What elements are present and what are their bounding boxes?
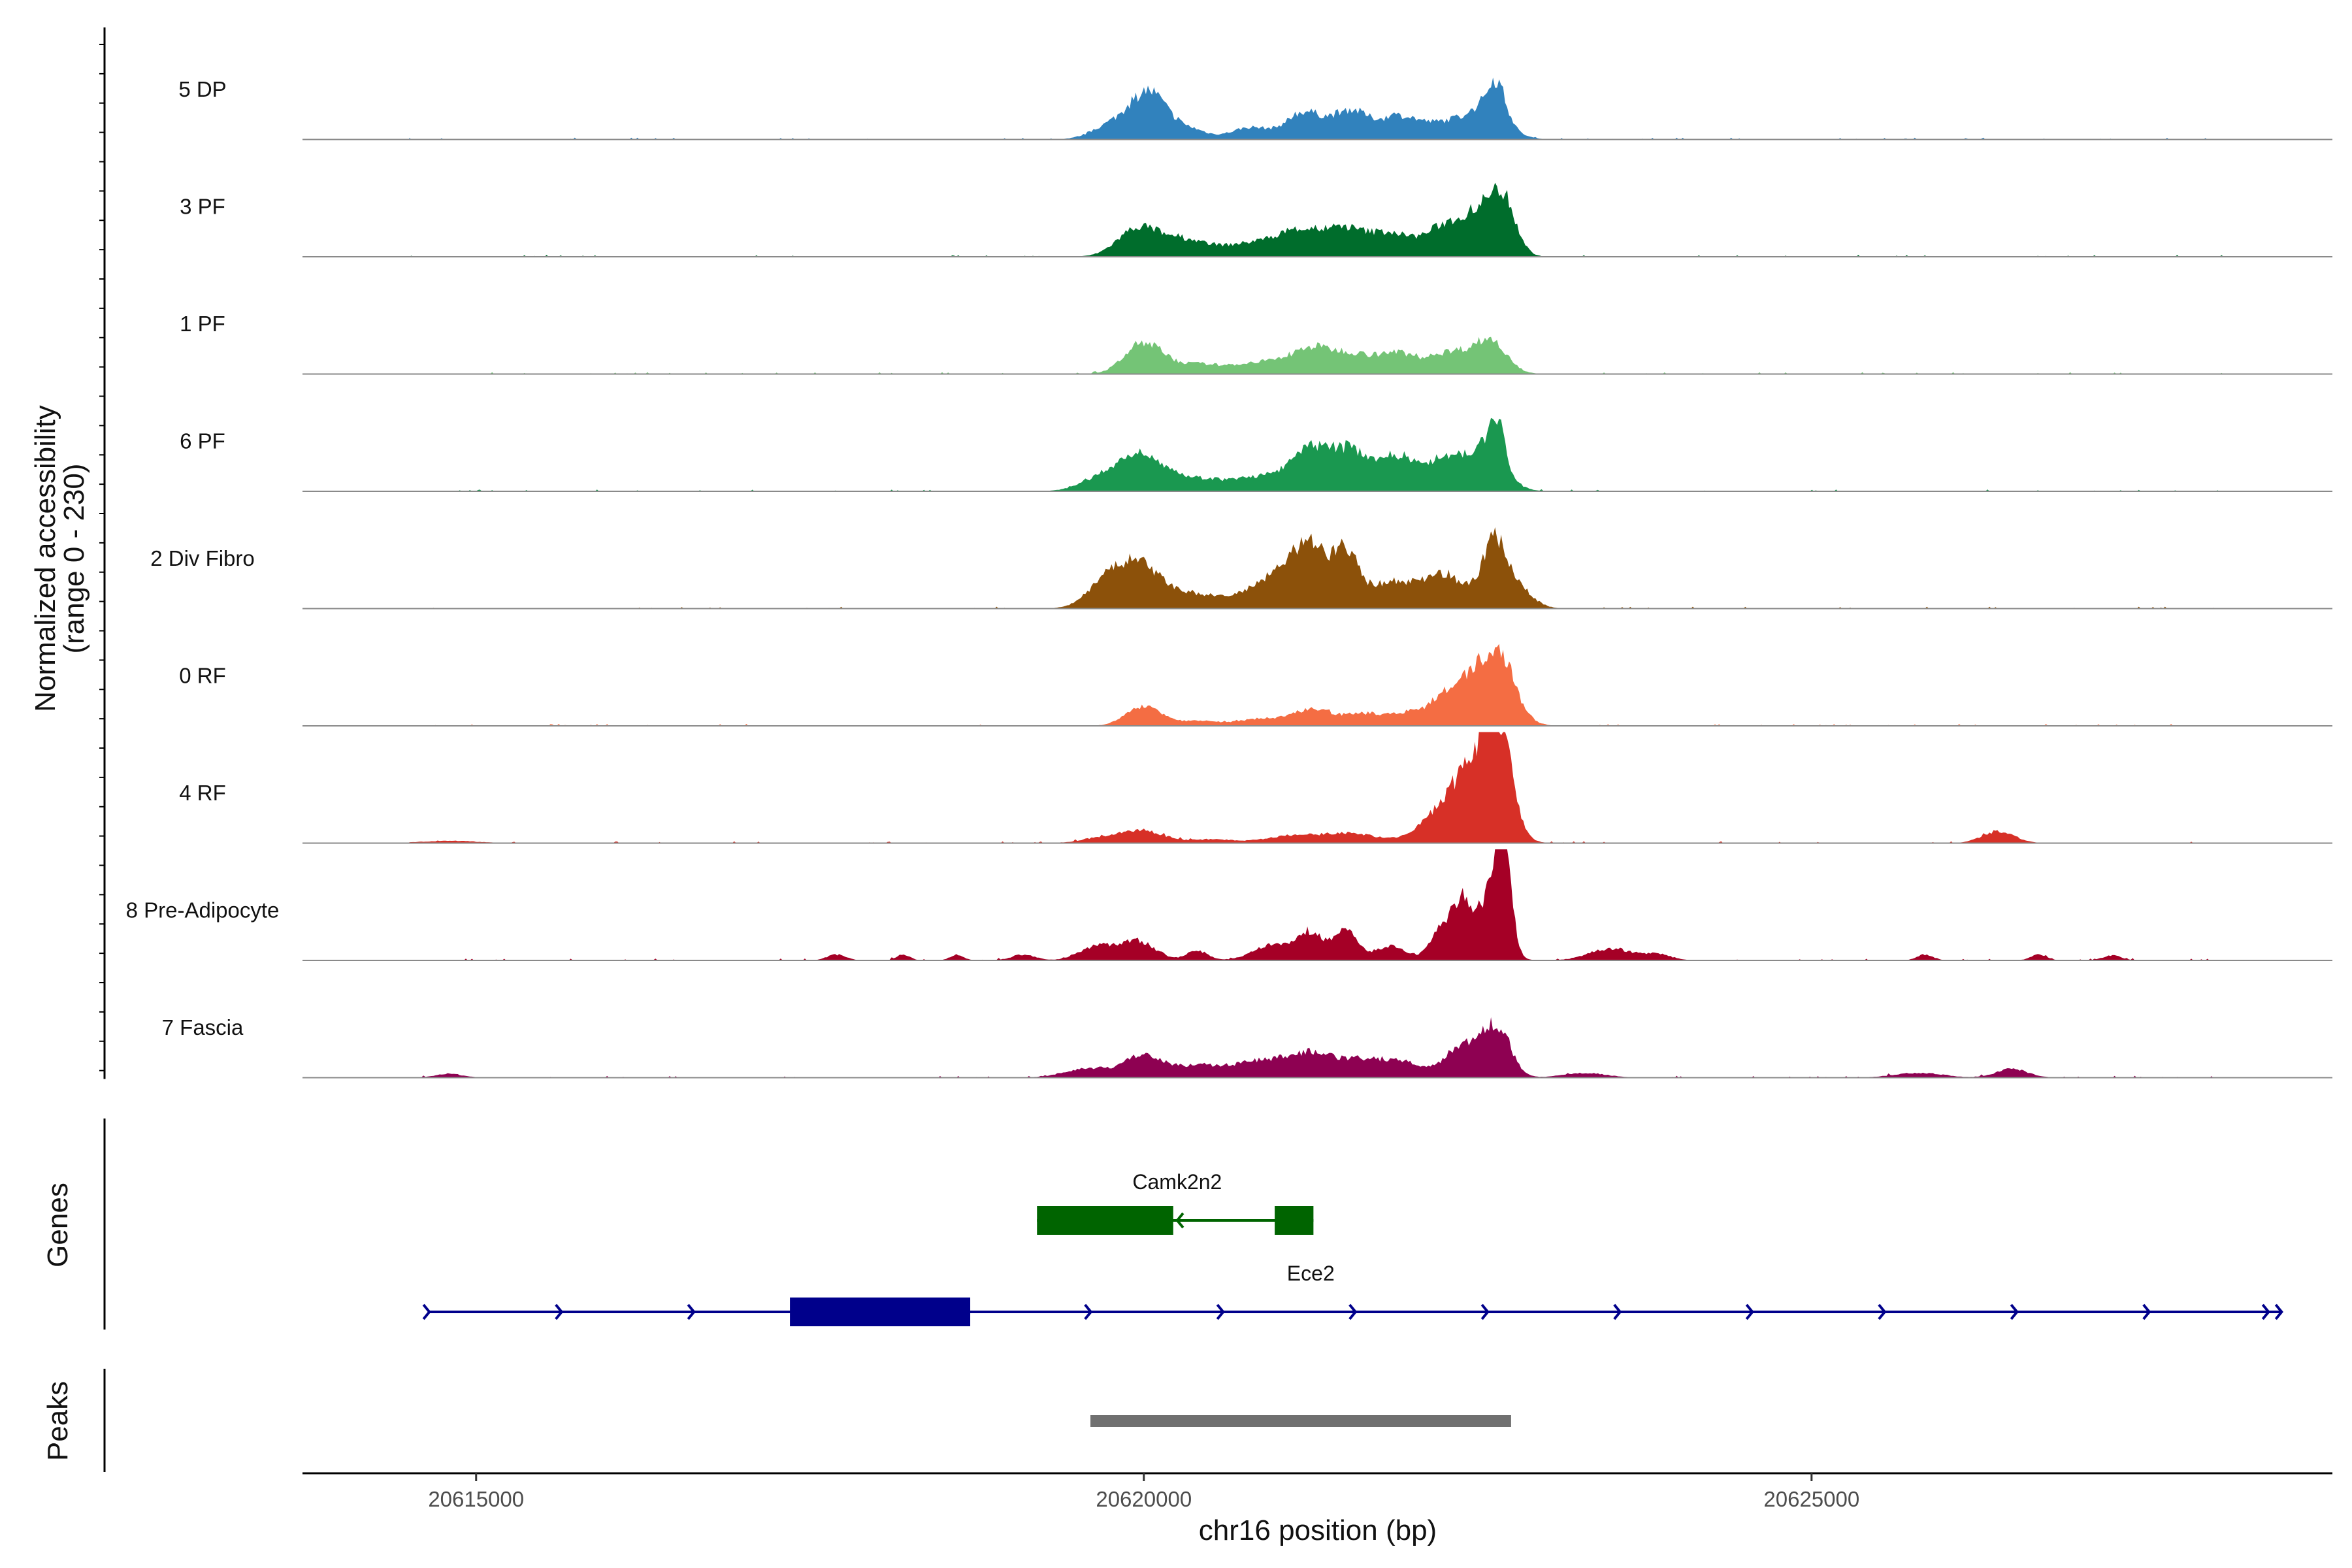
gene-exon: [1275, 1206, 1314, 1235]
track-label: 0 RF: [179, 664, 226, 688]
x-axis: 20615000 20620000 20625000: [302, 1472, 2332, 1511]
track-label: 5 DP: [178, 77, 226, 101]
x-axis-title: chr16 position (bp): [1199, 1514, 1437, 1546]
strand-arrow: [1613, 1303, 1622, 1320]
coverage-area: [409, 336, 2226, 374]
track-label: 8 Pre-Adipocyte: [126, 898, 280, 923]
coverage-area: [409, 182, 2226, 257]
coverage-area: [409, 77, 2226, 140]
coverage-area: [409, 527, 2226, 609]
coverage-area: [409, 732, 2226, 843]
strand-arrow: [422, 1303, 431, 1320]
track-3-pf: [302, 182, 2332, 257]
coverage-area: [409, 1017, 2226, 1078]
strand-arrow: [2261, 1303, 2270, 1320]
track-label: 4 RF: [179, 781, 226, 805]
strand-arrow: [1216, 1303, 1225, 1320]
strand-arrow: [1175, 1212, 1184, 1229]
genes-panel-title: Genes: [42, 1183, 74, 1267]
strand-arrow: [2010, 1303, 2019, 1320]
track-label: 2 Div Fibro: [150, 546, 255, 570]
coverage-area: [409, 644, 2226, 726]
strand-arrow: [1480, 1303, 1490, 1320]
track-6-pf: [302, 417, 2332, 492]
gene-name-label: Ece2: [1287, 1262, 1335, 1285]
x-tick-label: 20615000: [428, 1487, 524, 1511]
gene-camk2n2: Camk2n2: [1037, 1170, 1314, 1235]
strand-arrow: [2274, 1303, 2283, 1320]
track-label: 6 PF: [180, 429, 225, 453]
track-0-rf: [302, 644, 2332, 727]
peaks-panel-title: Peaks: [42, 1381, 74, 1461]
peak-regions: [1090, 1415, 1511, 1427]
y-axis-range-label: (range 0 - 230): [58, 463, 90, 653]
strand-arrow: [555, 1303, 564, 1320]
track-4-rf: [302, 732, 2332, 844]
track-5-dp: [302, 77, 2332, 140]
gene-annotations: Camk2n2 Ece2: [422, 1170, 2283, 1326]
track-label: 7 Fascia: [162, 1015, 244, 1039]
track-labels: 5 DP 3 PF 1 PF 6 PF 2 Div Fibro 0 RF 4 RF 8 Pre…: [126, 77, 280, 1039]
x-tick-label: 20620000: [1096, 1487, 1192, 1511]
track-2-div-fibro: [302, 527, 2332, 610]
strand-arrow: [1084, 1303, 1093, 1320]
peak-region-bar: [1090, 1415, 1511, 1427]
coverage-tracks: [302, 77, 2332, 1079]
coverage-area: [409, 849, 2226, 960]
y-axis: [99, 27, 106, 1079]
track-label: 1 PF: [180, 312, 225, 336]
strand-arrow: [687, 1303, 696, 1320]
x-tick-label: 20625000: [1763, 1487, 1859, 1511]
strand-arrow: [1745, 1303, 1754, 1320]
strand-arrow: [2142, 1303, 2151, 1320]
strand-arrow: [1878, 1303, 1887, 1320]
track-1-pf: [302, 336, 2332, 375]
gene-exon: [1037, 1206, 1173, 1235]
track-8-pre-adipocyte: [302, 849, 2332, 961]
y-axis-title: Normalized accessibility: [29, 405, 61, 711]
coverage-area: [409, 417, 2226, 491]
strand-arrow: [1348, 1303, 1358, 1320]
gene-name-label: Camk2n2: [1132, 1170, 1222, 1194]
gene-ece2: Ece2: [422, 1262, 2283, 1326]
track-label: 3 PF: [180, 195, 225, 219]
gene-exon: [790, 1298, 971, 1326]
track-7-fascia: [302, 1017, 2332, 1079]
